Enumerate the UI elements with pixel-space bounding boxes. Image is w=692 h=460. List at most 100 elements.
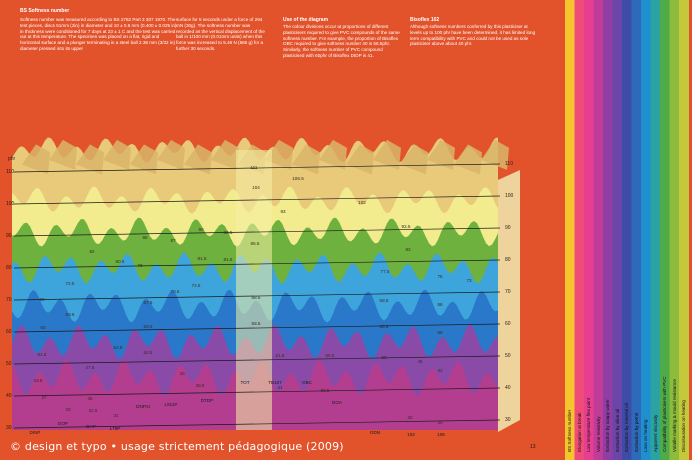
- legend-strip: [641, 0, 651, 460]
- crest: [481, 139, 509, 170]
- point-label: 33: [65, 407, 71, 412]
- credit-line: © design et typo • usage strictement péd…: [10, 440, 344, 453]
- axis-tick-right: 80: [505, 257, 511, 263]
- legend-label: Apparent viscosity: [652, 414, 658, 452]
- point-label: 40: [179, 371, 185, 376]
- crest: [49, 139, 77, 170]
- point-label: 30: [437, 420, 443, 425]
- axis-tick-right: 70: [505, 289, 511, 295]
- legend-strip: [603, 0, 613, 460]
- point-label: 85.5: [250, 241, 260, 246]
- point-label: 81.5: [223, 257, 233, 262]
- point-label: 50.5: [143, 350, 153, 355]
- axis-tick: 50: [6, 361, 12, 367]
- axis-tick: 40: [6, 393, 12, 399]
- legend-strip: [612, 0, 623, 460]
- legend-label: Loss on heating: [643, 419, 648, 452]
- point-label: 68.5: [379, 298, 389, 303]
- plasticiser-label: L79P: [109, 426, 121, 431]
- plasticiser-label: TB107: [268, 380, 282, 385]
- point-label: 43.5: [33, 378, 43, 383]
- plasticiser-label: L911P: [164, 402, 178, 407]
- point-label: 37: [41, 395, 47, 400]
- point-label: 34: [145, 404, 151, 409]
- heading-use: Use of the diagram: [283, 17, 329, 23]
- point-label: 51.5: [275, 353, 285, 358]
- legend-label: Extraction by olive oil: [614, 408, 620, 452]
- point-label: 56: [437, 330, 443, 335]
- plasticiser-label: DOP: [58, 421, 68, 426]
- axis-tick: 100: [6, 201, 15, 207]
- point-label: 72.5: [65, 281, 75, 286]
- legend-label: BS Softness number: [567, 409, 572, 452]
- plasticiser-label: ODN: [369, 430, 381, 435]
- crest: [22, 144, 50, 175]
- legend-strip: [669, 0, 680, 460]
- grid-line: [13, 227, 501, 237]
- legend-strip: [593, 0, 604, 460]
- point-label: 87: [170, 238, 176, 243]
- axis-tick-right: 90: [505, 225, 511, 231]
- legend-strip: [660, 0, 670, 460]
- point-label: 36.5: [320, 388, 330, 393]
- legend-strip: [565, 0, 575, 460]
- point-label: 38.5: [195, 383, 205, 388]
- crest: [400, 144, 428, 175]
- point-label: 32: [407, 415, 413, 420]
- axis-tick: 90: [6, 233, 12, 239]
- point-label: 83: [405, 247, 411, 252]
- legend-label: Extraction by mineral oil: [624, 403, 629, 452]
- crest: [103, 139, 131, 170]
- legend-label: Discolouration on heating: [681, 400, 686, 452]
- axis-tick: 30: [6, 425, 12, 431]
- point-label: 50.5: [325, 353, 335, 358]
- point-label: 42: [437, 368, 443, 373]
- crest: [184, 144, 212, 175]
- legend-label: Low temperature flex point: [586, 397, 591, 452]
- crest: [346, 144, 374, 175]
- grid-line: [13, 291, 501, 301]
- legend-strip: [631, 0, 642, 460]
- legend-strip: [650, 0, 661, 460]
- point-label: 59.5: [143, 324, 153, 329]
- plasticiser-label: DINP: [29, 430, 41, 435]
- legend-strip: [622, 0, 632, 460]
- paragraph-use: The colour divisions occur at proportion…: [283, 24, 400, 58]
- grid-line: [13, 195, 501, 205]
- crest: [76, 144, 104, 175]
- plasticiser-label: TOT: [240, 380, 250, 385]
- point-label: 58.5: [251, 321, 261, 326]
- point-label: 47.5: [85, 365, 95, 370]
- crest: [427, 139, 455, 170]
- crest: [319, 139, 347, 170]
- plasticiser-label: OBC: [302, 380, 312, 385]
- point-label: 75: [437, 274, 443, 279]
- point-label: 78: [137, 263, 143, 268]
- page-number: 13: [530, 444, 536, 450]
- legend-label: Elongation at break: [576, 412, 582, 452]
- axis-tick: 110: [6, 169, 14, 175]
- heading-left: BS Softness number: [20, 8, 70, 14]
- axis-tick-right: 40: [505, 385, 511, 391]
- paragraph-middle: surface for 5 seconds under a force of 2…: [176, 17, 265, 51]
- point-label: 102: [358, 200, 366, 205]
- point-label: 67.5: [143, 300, 153, 305]
- plasticiser-label: 102: [407, 432, 415, 437]
- crest: [211, 139, 239, 170]
- grid-line: [13, 387, 501, 397]
- plasticiser-label: DTDP: [200, 398, 214, 403]
- heading-bisoflex: Bisoflex 102: [410, 17, 440, 23]
- axis-tick: 70: [6, 297, 12, 303]
- point-label: 89.5: [223, 230, 233, 235]
- axis-tick: 60: [6, 329, 12, 335]
- point-label: 81.5: [197, 256, 207, 261]
- crest: [130, 144, 158, 175]
- point-label: 104: [252, 185, 260, 190]
- diagram-3d: [12, 137, 520, 432]
- point-label: 93: [280, 209, 286, 214]
- point-label: 73: [466, 278, 472, 283]
- diagram-side-face: [498, 170, 520, 432]
- point-label: 35: [87, 396, 93, 401]
